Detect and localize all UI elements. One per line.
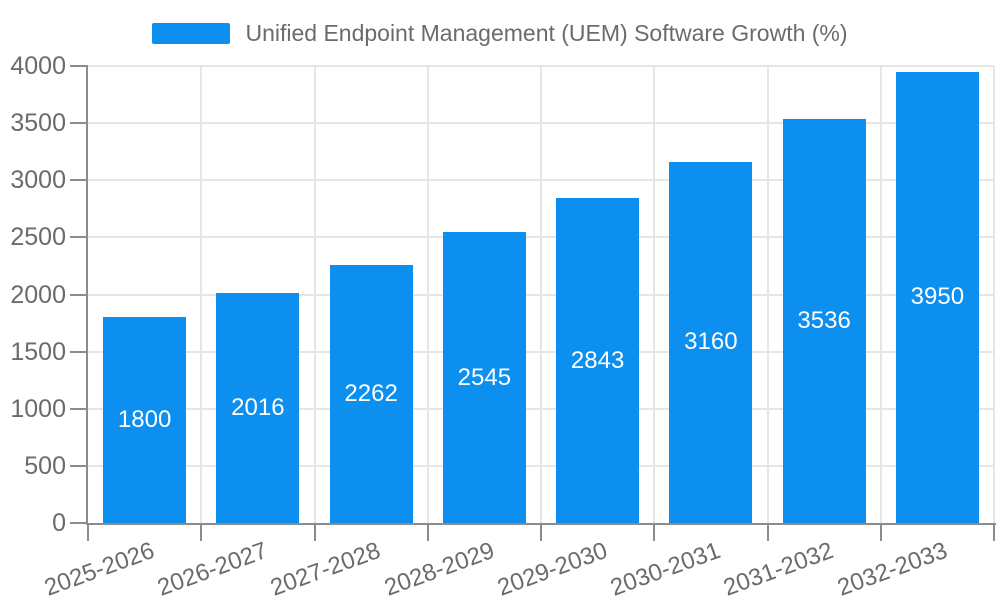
x-axis-label: 2030-2031: [607, 537, 725, 600]
gridline-v: [766, 66, 769, 523]
bar-value-label: 3536: [797, 307, 851, 334]
y-axis-label: 4000: [10, 52, 66, 80]
y-tick-mark: [70, 179, 88, 182]
bar-value-label: 1800: [117, 406, 172, 434]
y-axis-label: 0: [52, 509, 66, 537]
legend[interactable]: Unified Endpoint Management (UEM) Softwa…: [0, 20, 1000, 47]
bar-value-label: 2545: [457, 363, 512, 391]
gridline-v: [313, 66, 316, 523]
y-axis-label: 3000: [10, 166, 66, 195]
y-axis-label: 3500: [10, 109, 66, 138]
bar-value-label: 3950: [910, 283, 965, 311]
bar: 3950: [895, 71, 979, 523]
bar: 2262: [329, 264, 413, 523]
x-axis-label: 2026-2027: [154, 537, 272, 600]
bar-value-label: 3160: [684, 328, 738, 356]
x-axis-label: 2031-2032: [720, 537, 838, 600]
gridline-v: [993, 66, 995, 523]
bar: 2545: [442, 232, 526, 523]
y-axis-label: 1500: [10, 337, 66, 366]
x-tick-mark: [87, 523, 89, 541]
legend-swatch-icon: [152, 23, 231, 44]
x-tick-mark: [653, 523, 656, 541]
y-tick-mark: [70, 350, 88, 353]
y-axis-label: 2000: [10, 280, 66, 309]
gridline-v: [653, 66, 656, 523]
bar-value-label: 2262: [344, 379, 398, 407]
gridline-v: [426, 66, 429, 523]
bar: 3160: [669, 161, 753, 523]
bar-value-label: 2843: [570, 346, 625, 374]
x-tick-mark: [993, 523, 995, 541]
x-axis-label: 2025-2026: [40, 537, 158, 600]
x-tick-mark: [313, 523, 316, 541]
x-tick-mark: [766, 523, 769, 541]
bar: 2016: [216, 292, 300, 523]
x-tick-mark: [200, 523, 203, 541]
x-tick-mark: [426, 523, 429, 541]
gridline-v: [879, 66, 882, 523]
bar: 3536: [782, 119, 866, 523]
y-tick-mark: [70, 65, 88, 67]
y-axis-label: 1000: [10, 394, 66, 423]
x-axis-label: 2029-2030: [493, 537, 611, 600]
gridline-v: [540, 66, 542, 523]
x-tick-mark: [540, 523, 542, 541]
y-tick-mark: [70, 293, 88, 296]
legend-label: Unified Endpoint Management (UEM) Softwa…: [245, 20, 848, 46]
y-tick-mark: [70, 522, 88, 524]
y-tick-mark: [70, 464, 88, 467]
gridline-v: [200, 66, 203, 523]
y-axis-label: 2500: [10, 223, 66, 252]
y-tick-mark: [70, 236, 88, 239]
x-tick-mark: [879, 523, 882, 541]
bar: 1800: [103, 317, 187, 523]
y-tick-mark: [70, 122, 88, 125]
x-axis-label: 2032-2033: [833, 537, 951, 600]
x-axis-label: 2027-2028: [267, 537, 385, 600]
y-axis-label: 500: [24, 451, 66, 480]
bar: 2843: [556, 198, 640, 523]
y-tick-mark: [70, 407, 88, 410]
x-axis-label: 2028-2029: [380, 537, 498, 600]
bar-value-label: 2016: [231, 393, 285, 421]
plot-area: 1800 2016 2262 2545 2843 3160 3536 3950 2025-20…: [41, 65, 996, 600]
